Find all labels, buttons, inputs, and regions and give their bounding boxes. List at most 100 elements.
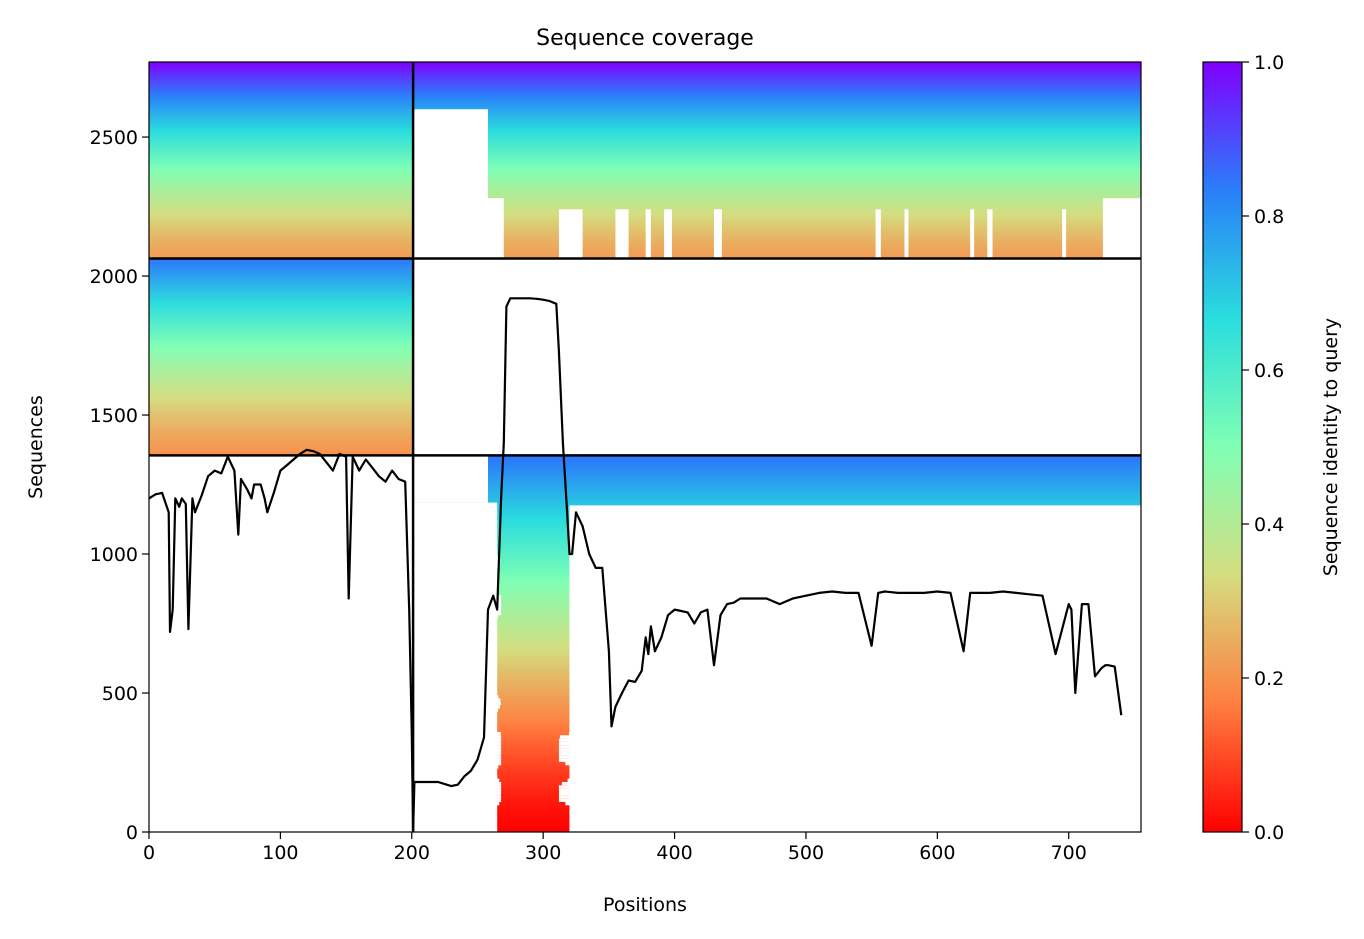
heatmap-row: [413, 464, 1141, 466]
heatmap-row: [149, 291, 414, 293]
coverage-gap: [615, 209, 629, 259]
heatmap-row: [149, 446, 414, 448]
coverage-gap: [596, 551, 1141, 556]
heatmap-row: [149, 443, 414, 445]
coverage-gap: [573, 698, 1141, 702]
coverage-gap: [558, 785, 1141, 789]
coverage-gap: [413, 781, 502, 786]
heatmap-row: [149, 312, 414, 314]
heatmap-row: [149, 430, 414, 432]
heatmap-row: [149, 403, 414, 405]
heatmap-row: [149, 245, 1141, 247]
heatmap-row: [149, 402, 414, 404]
heatmap-row: [149, 400, 414, 402]
x-axis: 0 100 200 300 400 500 600 700: [143, 832, 1087, 864]
heatmap-row: [149, 122, 1141, 124]
coverage-gap: [413, 109, 488, 259]
heatmap-row: [149, 154, 1141, 156]
heatmap-row: [149, 102, 1141, 104]
heatmap-row: [413, 481, 1141, 483]
heatmap-row: [149, 249, 1141, 251]
heatmap-block-0: [149, 258, 414, 456]
heatmap-row: [149, 236, 1141, 238]
heatmap-row: [149, 85, 1141, 87]
heatmap-row: [149, 313, 414, 315]
heatmap-row: [149, 201, 1141, 203]
heatmap-row: [149, 89, 1141, 91]
heatmap-row: [149, 432, 414, 434]
heatmap-row: [149, 397, 414, 399]
heatmap-row: [149, 351, 414, 353]
coverage-gap: [413, 768, 497, 772]
heatmap-row: [149, 84, 1141, 86]
heatmap-row: [149, 421, 414, 423]
heatmap-row: [149, 413, 414, 415]
coverage-gap: [574, 771, 1141, 776]
heatmap-row: [149, 272, 414, 274]
coverage-gap: [413, 648, 496, 652]
heatmap-row: [149, 115, 1141, 117]
heatmap-row: [149, 229, 1141, 231]
heatmap-row: [149, 372, 414, 374]
heatmap-row: [149, 218, 1141, 220]
heatmap-row: [149, 107, 1141, 109]
heatmap-row: [149, 166, 1141, 168]
coverage-gap: [413, 541, 484, 546]
heatmap-row: [149, 297, 414, 299]
coverage-gap: [664, 209, 672, 259]
heatmap-row: [413, 500, 1141, 502]
heatmap-row: [149, 212, 1141, 214]
heatmap-row: [149, 91, 1141, 93]
heatmap-row: [149, 387, 414, 389]
heatmap-row: [149, 124, 1141, 126]
coverage-gap: [639, 528, 1141, 532]
heatmap-row: [149, 237, 1141, 239]
coverage-gap: [413, 771, 497, 776]
heatmap-row: [149, 273, 414, 275]
heatmap-row: [149, 205, 1141, 207]
coverage-gap: [413, 568, 497, 572]
heatmap-row: [149, 388, 414, 390]
colorbar-tick-label: 0.4: [1254, 514, 1284, 536]
heatmap-row: [149, 366, 414, 368]
heatmap-row: [149, 338, 414, 340]
heatmap-row: [149, 433, 414, 435]
heatmap-row: [149, 440, 414, 442]
heatmap-row: [149, 332, 414, 334]
heatmap-row: [413, 501, 1141, 503]
heatmap-row: [149, 90, 1141, 92]
coverage-gap: [413, 731, 501, 736]
heatmap-row: [149, 250, 1141, 252]
heatmap-row: [413, 489, 1141, 491]
heatmap-row: [149, 77, 1141, 79]
heatmap-row: [149, 358, 414, 360]
heatmap-row: [149, 270, 414, 272]
chain-boundaries: [149, 62, 1141, 832]
coverage-gap: [624, 518, 1141, 522]
coverage-gap: [590, 565, 1141, 569]
coverage-gap: [413, 765, 499, 769]
coverage-gap: [608, 665, 1141, 669]
coverage-gap: [413, 651, 496, 656]
heatmap-row: [149, 335, 414, 337]
chart-title: Sequence coverage: [536, 26, 754, 51]
heatmap-row: [149, 383, 414, 385]
heatmap-row: [149, 66, 1141, 68]
heatmap-row: [149, 389, 414, 391]
heatmap-row: [149, 376, 414, 378]
heatmap-row: [149, 253, 1141, 255]
heatmap-row: [149, 110, 1141, 112]
heatmap-row: [149, 439, 414, 441]
heatmap-row: [149, 315, 414, 317]
heatmap-row: [149, 132, 1141, 134]
heatmap-row: [413, 484, 1141, 486]
coverage-gap: [1102, 198, 1141, 259]
heatmap-row: [149, 138, 1141, 140]
y-tick-label: 1000: [90, 544, 138, 566]
heatmap-row: [149, 306, 414, 308]
heatmap-row: [149, 188, 1141, 190]
coverage-gap: [413, 598, 502, 602]
heatmap-row: [149, 355, 414, 357]
coverage-gap: [610, 681, 1141, 686]
coverage-gap: [413, 551, 497, 556]
